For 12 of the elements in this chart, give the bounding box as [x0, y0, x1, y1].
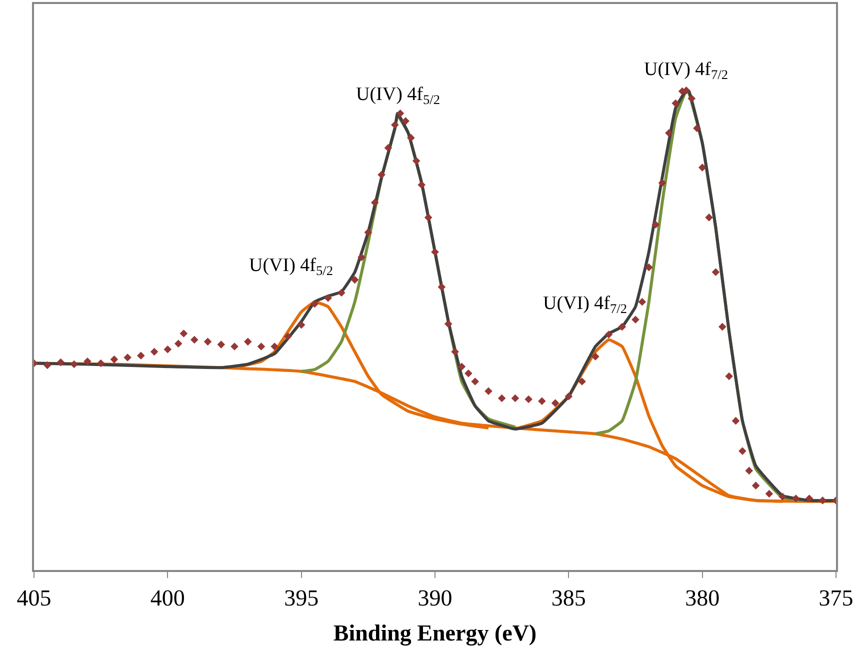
x-tick-label: 375	[818, 585, 854, 610]
x-tick-label: 385	[551, 585, 586, 610]
x-axis-title: Binding Energy (eV)	[333, 620, 537, 646]
annotation: U(VI) 4f$_{7/2}$	[543, 293, 628, 316]
annotation: U(IV) 4f$_{5/2}$	[356, 84, 440, 107]
x-tick-label: 405	[16, 585, 52, 610]
annotation: U(IV) 4f$_{7/2}$	[644, 59, 728, 82]
annotation: U(VI) 4f$_{5/2}$	[249, 255, 334, 278]
x-tick-label: 400	[150, 585, 185, 610]
x-tick-label: 380	[685, 585, 720, 610]
x-tick-label: 395	[284, 585, 319, 610]
x-tick-label: 390	[418, 585, 452, 610]
